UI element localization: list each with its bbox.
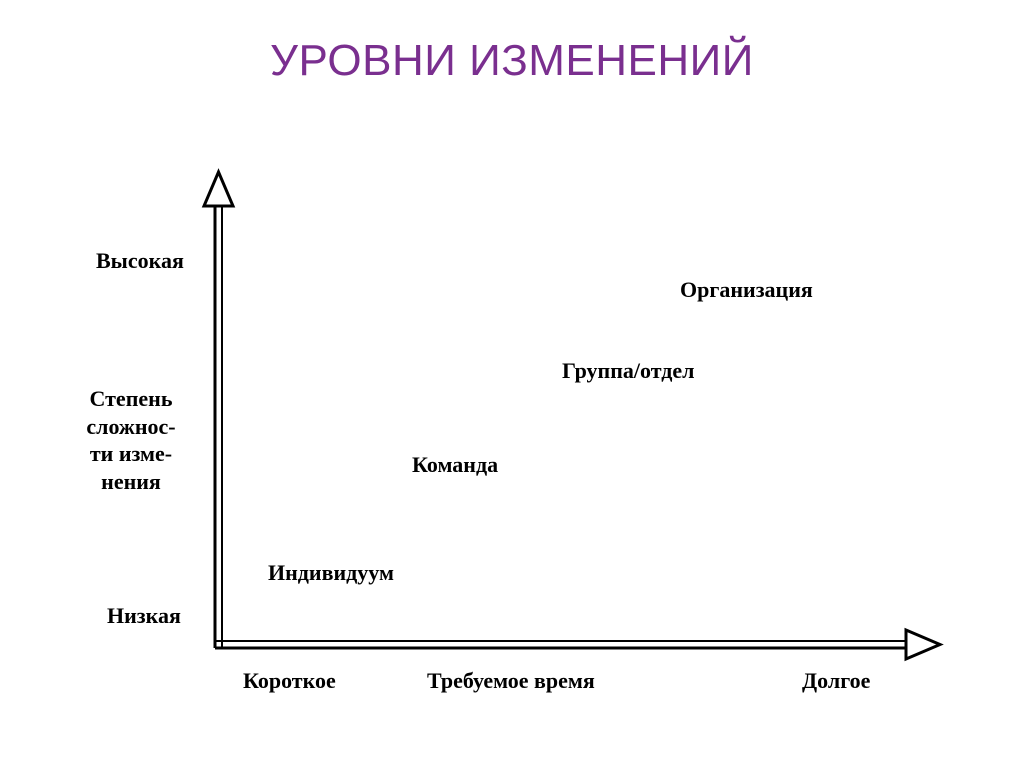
x-axis-label: Требуемое время: [427, 668, 595, 694]
point-organization: Организация: [680, 277, 813, 303]
chart-area: Степень сложнос- ти изме- нения Высокая …: [0, 0, 1024, 767]
y-axis-high-label: Высокая: [96, 248, 184, 274]
point-team: Команда: [412, 452, 498, 478]
y-axis-label: Степень сложнос- ти изме- нения: [66, 385, 196, 495]
axes-svg: [0, 0, 1024, 767]
point-group: Группа/отдел: [562, 358, 694, 384]
x-axis-left-label: Короткое: [243, 668, 336, 694]
point-individual: Индивидуум: [268, 560, 394, 586]
x-axis-right-label: Долгое: [802, 668, 870, 694]
slide: УРОВНИ ИЗМЕНЕНИЙ Степень сложнос- ти изм…: [0, 0, 1024, 767]
y-axis-low-label: Низкая: [107, 603, 181, 629]
